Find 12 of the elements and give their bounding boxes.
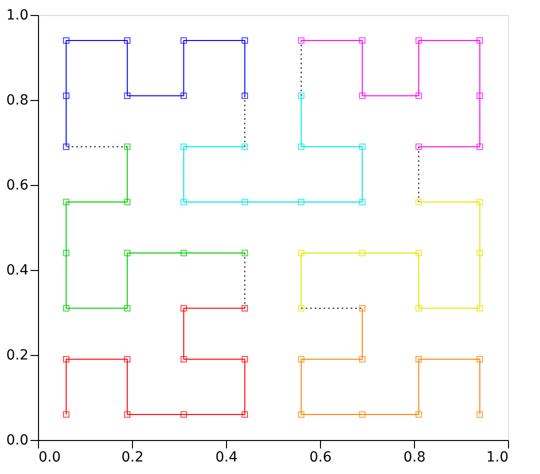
x-tick-label: 0.0 <box>38 450 61 466</box>
x-tick-label: 0.6 <box>309 450 332 466</box>
y-tick-label: 0.6 <box>6 178 29 194</box>
x-tick-label: 0.8 <box>403 450 426 466</box>
x-tick-label: 1.0 <box>486 450 508 466</box>
y-tick-label: 0.2 <box>6 348 28 364</box>
y-tick-label: 0.8 <box>6 92 28 108</box>
x-tick-label: 0.4 <box>215 450 238 466</box>
x-tick-label: 0.2 <box>121 450 144 466</box>
y-tick-label: 0.4 <box>6 262 29 278</box>
y-tick-label: 0.0 <box>6 432 28 448</box>
y-tick-label: 1.0 <box>6 8 28 24</box>
